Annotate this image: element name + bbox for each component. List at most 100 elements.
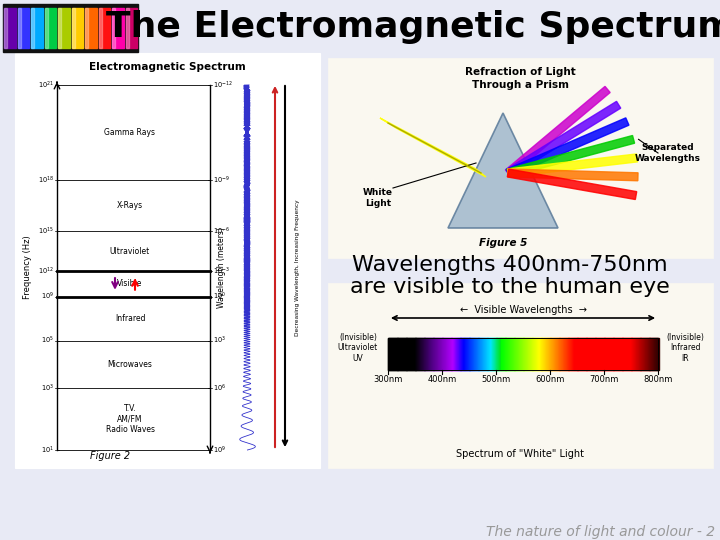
Bar <box>525 338 526 370</box>
Bar <box>654 338 655 370</box>
Bar <box>556 338 557 370</box>
Bar <box>389 338 390 370</box>
Bar <box>399 338 400 370</box>
Bar <box>543 338 544 370</box>
Text: $10^{9}$: $10^{9}$ <box>213 444 226 456</box>
Bar <box>463 338 464 370</box>
Bar <box>626 338 627 370</box>
Bar <box>392 338 393 370</box>
Bar <box>466 338 467 370</box>
Bar <box>436 338 437 370</box>
Bar <box>504 338 505 370</box>
Bar <box>644 338 645 370</box>
Bar <box>641 338 642 370</box>
Bar <box>653 338 654 370</box>
Bar <box>559 338 560 370</box>
Bar <box>457 338 458 370</box>
Bar <box>464 338 465 370</box>
Bar <box>531 338 532 370</box>
Bar <box>502 338 503 370</box>
Bar <box>591 338 593 370</box>
Bar <box>557 338 558 370</box>
Bar <box>328 58 713 258</box>
Bar <box>528 338 529 370</box>
Bar <box>588 338 589 370</box>
Bar <box>613 338 614 370</box>
Bar <box>391 338 392 370</box>
Text: $10^{21}$: $10^{21}$ <box>38 79 54 91</box>
Bar <box>446 338 447 370</box>
Text: are visible to the human eye: are visible to the human eye <box>350 277 670 297</box>
Bar <box>451 338 452 370</box>
Bar <box>402 338 403 370</box>
Bar <box>486 338 487 370</box>
Bar <box>423 338 425 370</box>
Bar <box>612 338 613 370</box>
Bar <box>395 338 396 370</box>
Bar <box>420 338 421 370</box>
Text: $10^{-6}$: $10^{-6}$ <box>213 225 230 237</box>
Bar <box>439 338 440 370</box>
Bar <box>45 8 48 48</box>
Bar <box>447 338 449 370</box>
Bar <box>530 338 531 370</box>
Bar <box>472 338 473 370</box>
Bar <box>441 338 443 370</box>
Bar <box>443 338 444 370</box>
Bar <box>400 338 402 370</box>
Bar <box>600 338 601 370</box>
Bar <box>460 338 461 370</box>
Bar <box>584 338 585 370</box>
Bar <box>506 338 508 370</box>
Bar <box>419 338 420 370</box>
Bar <box>388 338 658 370</box>
Bar <box>601 338 602 370</box>
Bar <box>473 338 474 370</box>
Bar <box>505 338 506 370</box>
Bar <box>45 8 56 48</box>
Text: $10^{1}$: $10^{1}$ <box>41 444 54 456</box>
Bar <box>508 338 510 370</box>
Polygon shape <box>507 136 634 177</box>
Bar <box>465 338 466 370</box>
Bar <box>519 338 520 370</box>
Bar <box>491 338 492 370</box>
Bar <box>58 8 70 48</box>
Bar <box>511 338 512 370</box>
Bar <box>637 338 638 370</box>
Bar <box>569 338 570 370</box>
Bar <box>533 338 534 370</box>
Bar <box>401 338 402 370</box>
Bar <box>650 338 652 370</box>
Text: Wavelength (meters): Wavelength (meters) <box>217 227 227 308</box>
Bar <box>601 338 602 370</box>
Bar <box>517 338 518 370</box>
Bar <box>477 338 478 370</box>
Bar <box>636 338 637 370</box>
Bar <box>523 338 524 370</box>
Bar <box>612 338 613 370</box>
Bar <box>655 338 656 370</box>
Bar <box>575 338 576 370</box>
Bar <box>517 338 518 370</box>
Bar <box>445 338 446 370</box>
Bar <box>483 338 484 370</box>
Bar <box>389 338 390 370</box>
Bar <box>571 338 572 370</box>
Bar <box>452 338 454 370</box>
Bar <box>599 338 600 370</box>
Bar <box>577 338 578 370</box>
Bar <box>495 338 497 370</box>
Bar <box>485 338 486 370</box>
Bar <box>530 338 531 370</box>
Bar <box>631 338 632 370</box>
Bar <box>427 338 428 370</box>
Bar <box>649 338 650 370</box>
Bar <box>536 338 537 370</box>
Bar <box>3 4 138 52</box>
Bar <box>471 338 472 370</box>
Bar <box>125 8 137 48</box>
Bar <box>608 338 609 370</box>
Text: Through a Prism: Through a Prism <box>472 80 569 90</box>
Bar <box>515 338 516 370</box>
